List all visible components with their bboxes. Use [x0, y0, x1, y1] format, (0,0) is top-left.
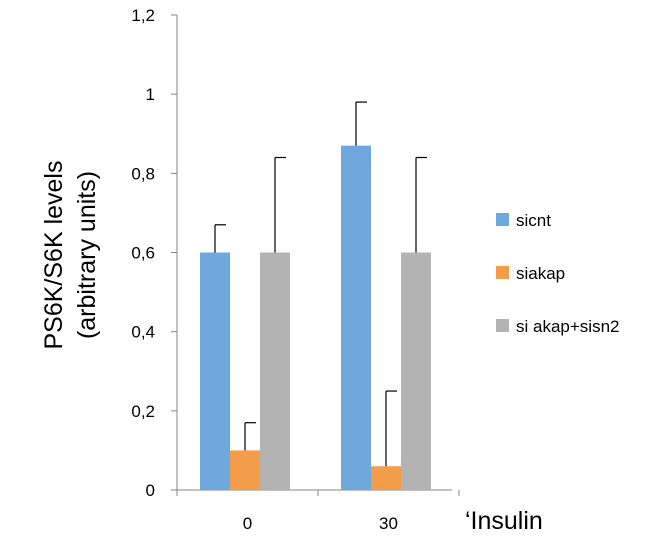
- legend-swatch: [496, 266, 509, 279]
- error-bars: [214, 101, 427, 467]
- legend: sicnt siakap si akap+sisn2: [496, 211, 619, 336]
- legend-label: si akap+sisn2: [516, 317, 619, 336]
- legend-label: sicnt: [516, 211, 551, 230]
- y-axis-title-line-1: PS6K/S6K levels: [40, 161, 68, 350]
- x-tick-label: 0: [243, 514, 252, 533]
- bar: [260, 252, 290, 490]
- x-axis-title: ‘Insulin: [465, 507, 543, 535]
- bar: [401, 252, 431, 490]
- y-tick-label: 0: [146, 481, 155, 500]
- legend-swatch: [496, 213, 509, 226]
- y-axis-title: PS6K/S6K levels (arbitrary units): [40, 161, 101, 350]
- bar: [341, 145, 371, 490]
- bar: [230, 450, 260, 490]
- x-ticks: 0 30: [176, 490, 460, 533]
- legend-label: siakap: [516, 264, 565, 283]
- bars: [200, 145, 431, 490]
- y-axis-title-line-2: (arbitrary units): [73, 171, 101, 339]
- y-tick-label: 0,2: [131, 402, 155, 421]
- x-tick-label: 30: [379, 514, 398, 533]
- legend-swatch: [496, 319, 509, 332]
- y-tick-label: 1,2: [131, 6, 155, 25]
- y-tick-label: 0,8: [131, 164, 155, 183]
- y-ticks: 0 0,2 0,4 0,6 0,8 1 1,2: [131, 6, 177, 500]
- bar: [200, 252, 230, 490]
- y-tick-label: 0,4: [131, 323, 155, 342]
- y-tick-label: 0,6: [131, 244, 155, 263]
- y-tick-label: 1: [146, 85, 155, 104]
- bar: [371, 466, 401, 490]
